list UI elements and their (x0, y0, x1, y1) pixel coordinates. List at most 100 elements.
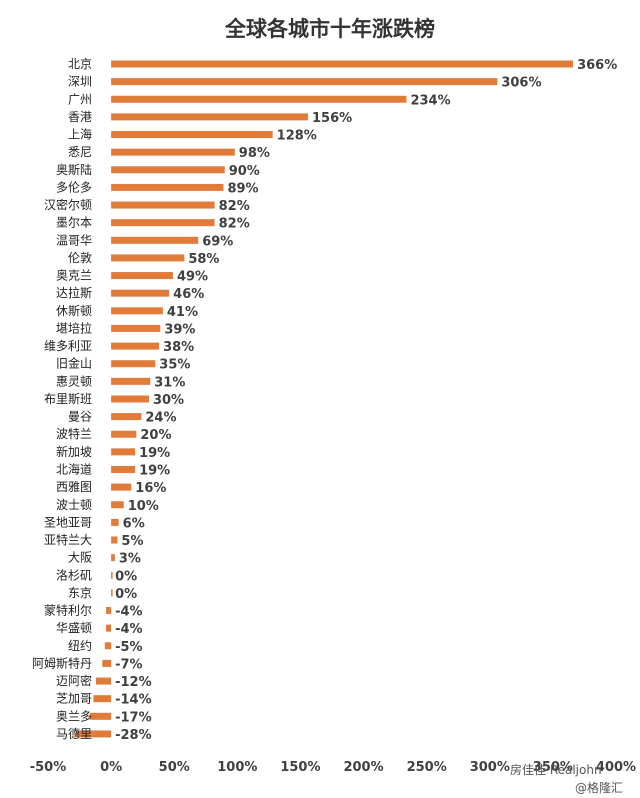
category-label: 广州 (68, 92, 92, 106)
category-label: 香港 (68, 110, 92, 124)
data-label: -4% (115, 622, 142, 637)
category-label: 布里斯班 (44, 392, 92, 406)
data-label: -28% (115, 728, 152, 743)
category-label: 多伦多 (56, 179, 92, 194)
bar (111, 536, 118, 544)
category-label: 奥克兰 (56, 269, 92, 283)
category-label: 亚特兰大 (44, 532, 92, 547)
data-label: 128% (277, 129, 317, 144)
bar (111, 219, 215, 227)
category-label: 西雅图 (56, 479, 92, 494)
bars-layer: 北京 366% 深圳 306% 广州 234% 香港 156% 上海 128% 悉尼 98% 奥斯陆 90… (32, 57, 617, 743)
data-label: 39% (164, 322, 195, 337)
data-label: 0% (115, 587, 137, 602)
bar (111, 413, 142, 421)
category-label: 伦敦 (68, 250, 92, 265)
category-label: 波特兰 (56, 426, 92, 441)
category-label: 旧金山 (56, 356, 92, 371)
data-label: 19% (139, 446, 170, 461)
data-label: 41% (167, 305, 198, 320)
data-label: 49% (177, 270, 208, 285)
bar (111, 272, 173, 280)
data-label: 24% (145, 411, 176, 426)
category-label: 马德里 (56, 726, 92, 741)
data-label: -5% (115, 640, 142, 655)
x-tick-label: 150% (280, 760, 320, 775)
bar (93, 695, 112, 703)
category-label: 上海 (68, 127, 92, 142)
bar (111, 324, 161, 332)
bar (106, 607, 112, 615)
data-label: -4% (115, 605, 142, 620)
bar (111, 465, 136, 473)
data-label: 3% (119, 552, 141, 567)
x-tick-label: -50% (30, 760, 67, 775)
source-credit: 房佳佳 Realjohn (510, 762, 602, 777)
bar (111, 448, 136, 456)
category-label: 纽约 (68, 638, 92, 653)
category-label: 汉密尔顿 (44, 197, 92, 212)
data-label: 82% (219, 199, 250, 214)
bar (111, 113, 309, 121)
data-label: 6% (123, 516, 145, 531)
category-label: 波士顿 (56, 498, 92, 512)
data-label: 35% (159, 358, 190, 373)
data-label: 0% (115, 569, 137, 584)
category-label: 芝加哥 (56, 691, 92, 706)
data-label: 98% (239, 146, 270, 161)
bar (111, 95, 407, 103)
category-label: 温哥华 (56, 233, 92, 247)
category-label: 达拉斯 (56, 285, 92, 300)
bar (111, 554, 115, 562)
data-label: 46% (173, 287, 204, 302)
data-label: 16% (135, 481, 166, 496)
data-label: 30% (153, 393, 184, 408)
bar (111, 148, 235, 156)
category-label: 大阪 (68, 551, 92, 565)
category-label: 休斯顿 (56, 304, 92, 318)
data-label: -17% (115, 710, 152, 725)
data-label: 156% (312, 111, 352, 126)
x-tick-label: 200% (343, 760, 383, 775)
category-label: 深圳 (68, 75, 92, 89)
bar (111, 377, 151, 385)
category-label: 北京 (68, 57, 92, 71)
category-label: 堪培拉 (56, 320, 92, 335)
bar (111, 483, 132, 491)
category-label: 奥斯陆 (56, 162, 92, 177)
x-axis: -50% 0% 50% 100% 150% 200% 250% 300% 350% 400% (30, 760, 636, 775)
data-label: 306% (501, 76, 541, 91)
category-label: 维多利亚 (44, 339, 92, 353)
category-label: 迈阿密 (56, 673, 92, 688)
bar (111, 430, 137, 438)
data-label: 38% (163, 340, 194, 355)
chart-title: 全球各城市十年涨跌榜 (224, 17, 435, 41)
data-label: 58% (188, 252, 219, 267)
bar (111, 166, 225, 174)
data-label: 10% (128, 499, 159, 514)
bar (111, 360, 156, 368)
x-tick-label: 300% (470, 760, 510, 775)
data-label: 90% (229, 164, 260, 179)
x-tick-label: 0% (100, 760, 122, 775)
data-label: 31% (154, 375, 185, 390)
bar (89, 712, 112, 720)
bar (111, 236, 199, 244)
bar (111, 589, 113, 597)
bar (111, 254, 185, 262)
category-label: 华盛顿 (56, 620, 92, 635)
bar (102, 659, 112, 667)
bar (95, 677, 112, 685)
x-tick-label: 400% (596, 760, 636, 775)
data-label: 69% (202, 234, 233, 249)
x-tick-label: 350% (533, 760, 573, 775)
bar (106, 624, 112, 632)
bar (111, 342, 160, 350)
bar (75, 730, 112, 738)
category-label: 曼谷 (68, 410, 92, 424)
data-label: 20% (140, 428, 171, 443)
category-label: 阿姆斯特丹 (32, 655, 92, 670)
x-tick-label: 100% (217, 760, 257, 775)
x-tick-label: 250% (407, 760, 447, 775)
category-label: 东京 (68, 586, 92, 600)
